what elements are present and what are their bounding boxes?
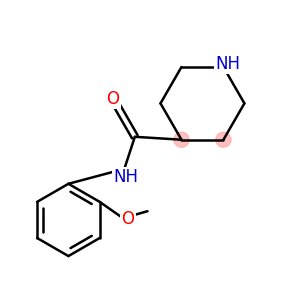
Text: NH: NH xyxy=(216,55,241,73)
Text: O: O xyxy=(106,90,119,108)
Text: NH: NH xyxy=(113,168,138,186)
Text: O: O xyxy=(121,210,134,228)
Circle shape xyxy=(216,132,231,147)
Circle shape xyxy=(174,132,189,147)
